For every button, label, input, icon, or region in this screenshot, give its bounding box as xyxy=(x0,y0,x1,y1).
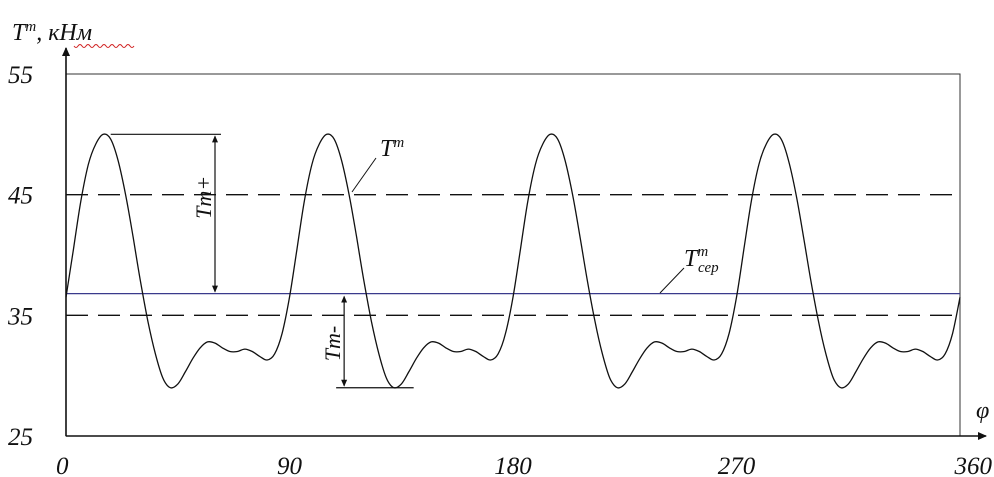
curve-label: Tm xyxy=(380,135,404,162)
y-tick-labels: 25 35 45 55 xyxy=(7,62,33,451)
x-tick-labels: 0 90 180 270 360 xyxy=(56,453,993,477)
y-axis-label: Tm, кНм xyxy=(12,19,92,46)
mean-label: Tm сер xyxy=(684,244,719,276)
amp-plus-label: Tm+ xyxy=(191,176,216,219)
x-tick-label: 90 xyxy=(277,453,303,477)
mean-leader-line xyxy=(659,267,685,294)
x-tick-label: 180 xyxy=(494,453,532,477)
plot-frame xyxy=(65,73,961,437)
x-tick-label: 0 xyxy=(56,453,69,477)
y-tick-label: 55 xyxy=(8,62,33,89)
spellcheck-underline xyxy=(73,44,135,48)
series-line-Tm xyxy=(65,133,961,389)
x-tick-label: 360 xyxy=(954,453,993,477)
curve-leader-line xyxy=(351,157,377,193)
annotations: Tm+ Tm- Tm Tm сер xyxy=(110,133,719,389)
series-group xyxy=(65,133,961,389)
amp-minus-label: Tm- xyxy=(320,326,345,361)
y-tick-label: 45 xyxy=(8,183,33,210)
y-tick-label: 25 xyxy=(8,424,33,451)
x-axis-label: φ xyxy=(976,398,989,424)
x-tick-label: 270 xyxy=(718,453,756,477)
y-tick-label: 35 xyxy=(7,303,33,330)
